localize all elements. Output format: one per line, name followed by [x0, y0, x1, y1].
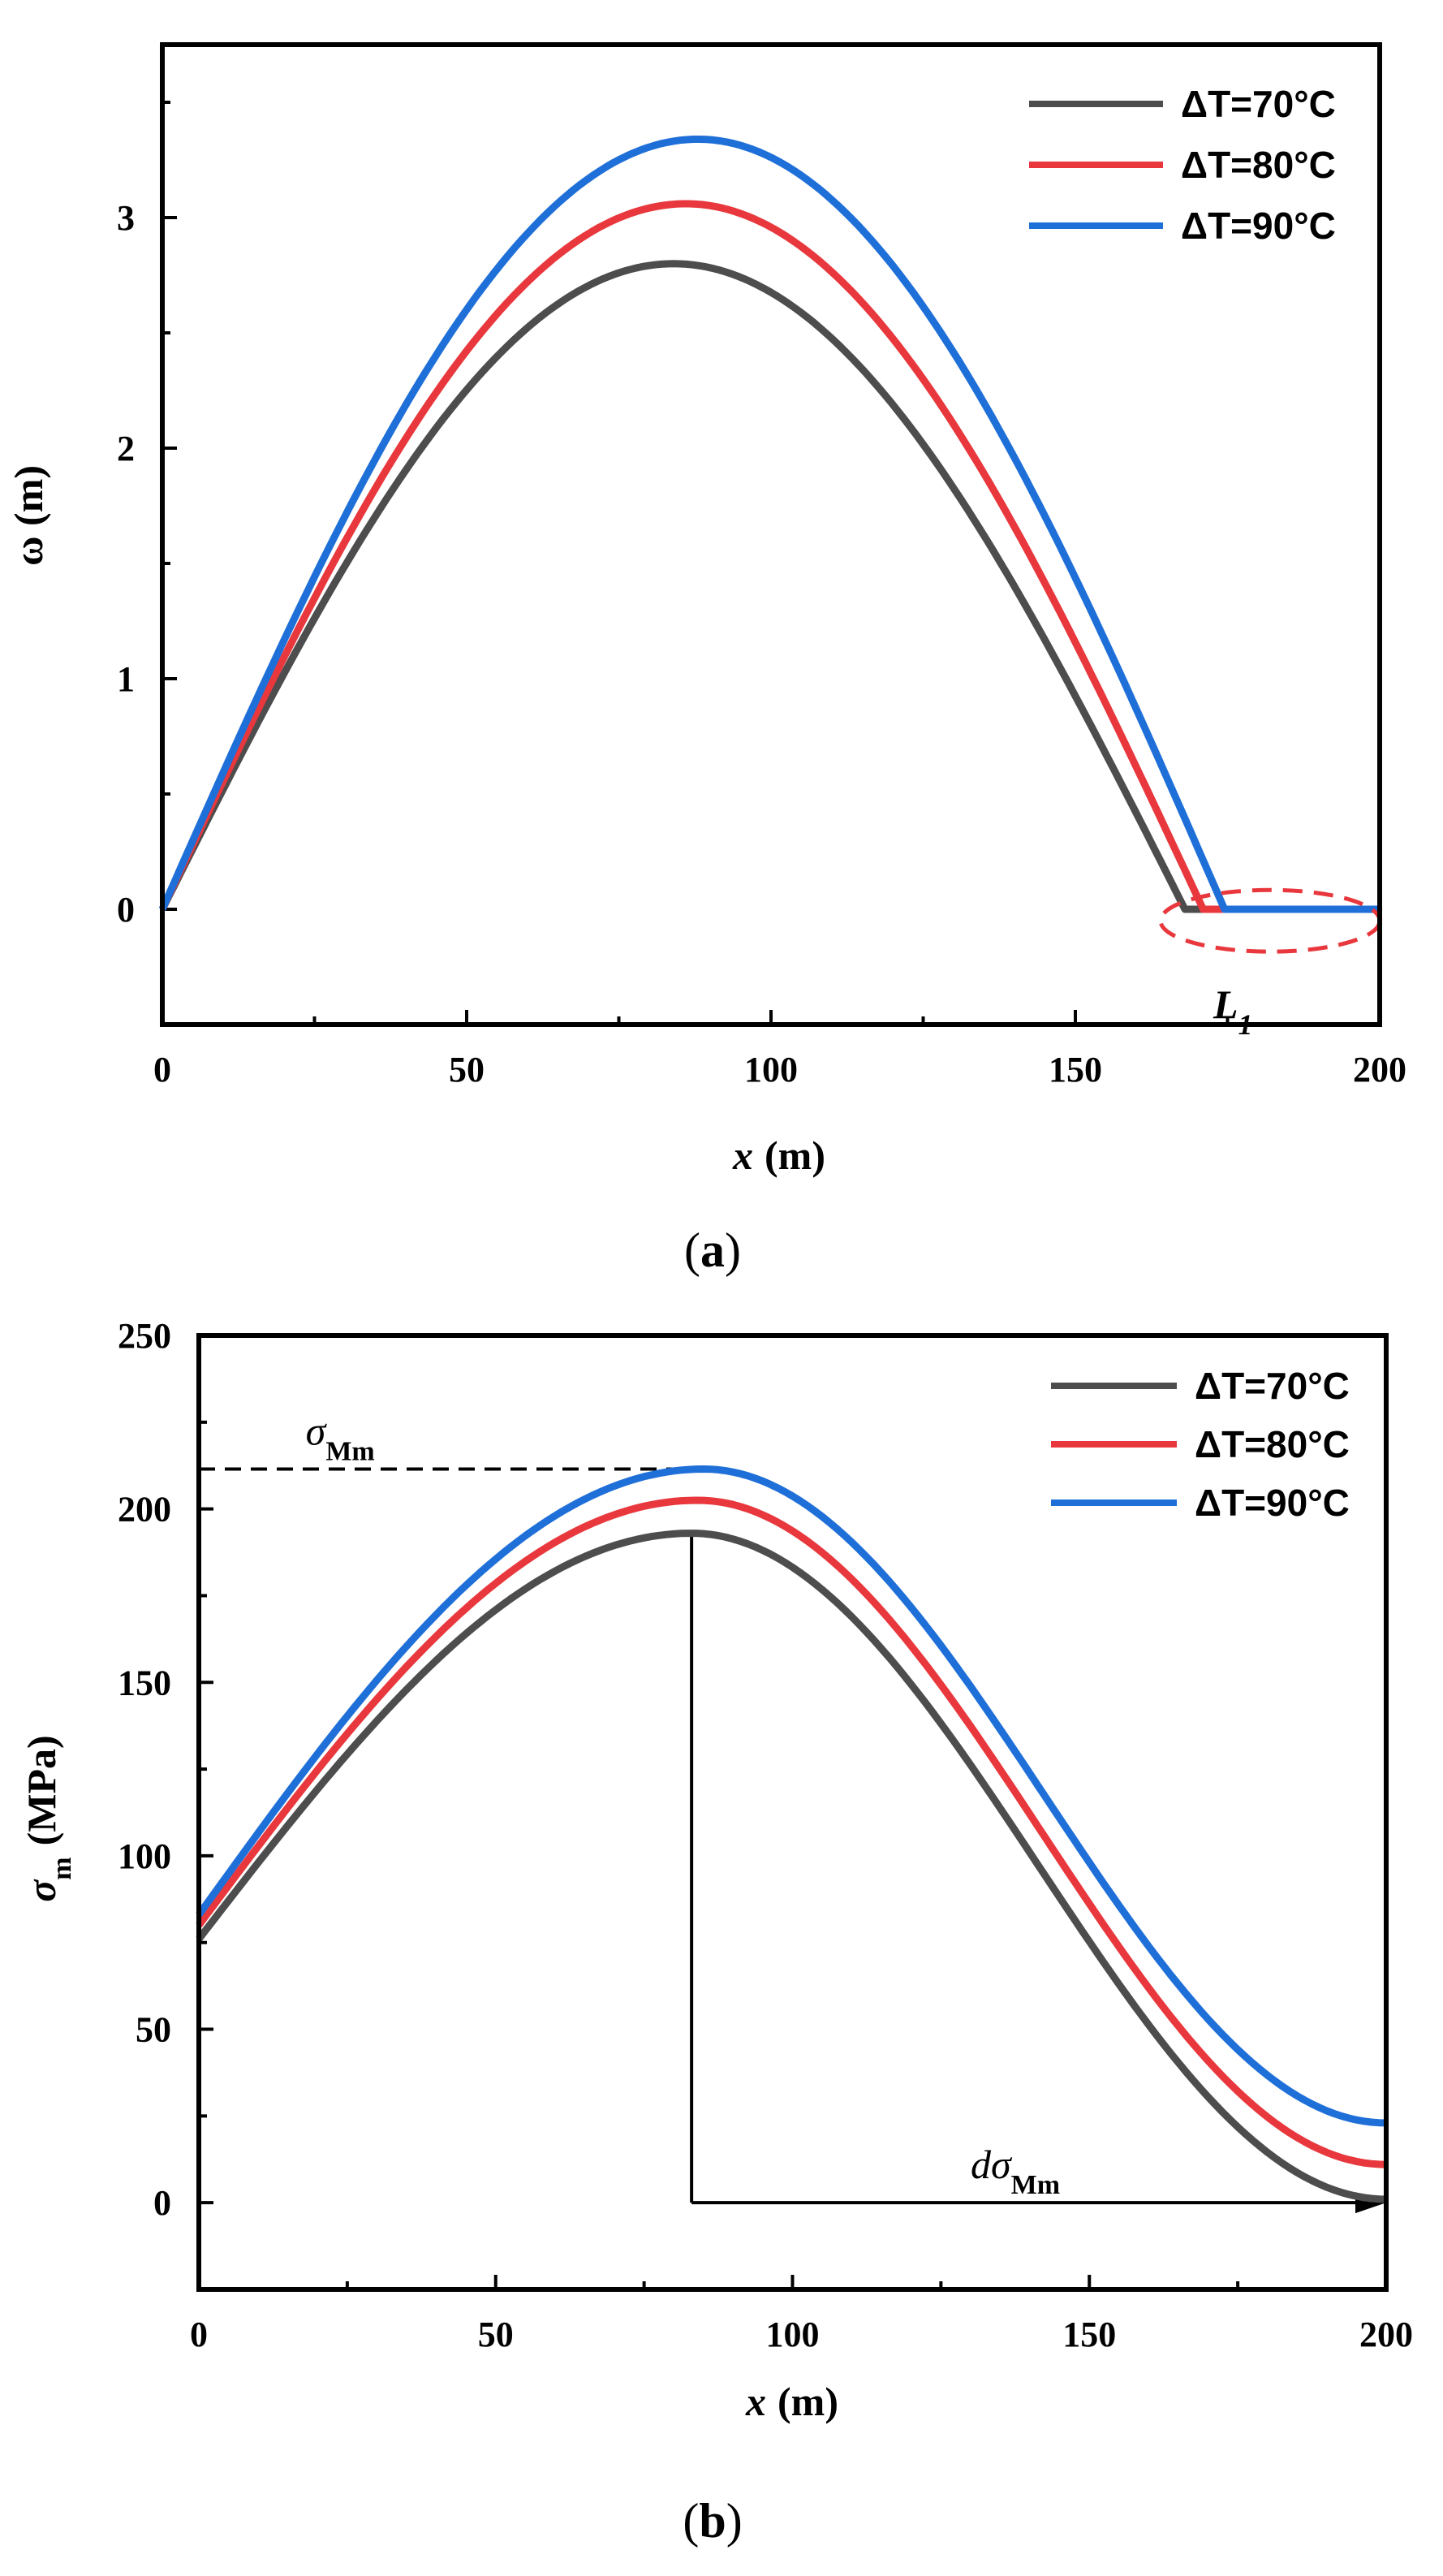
legend-label: ΔT=80°C	[1195, 1423, 1350, 1465]
chart-a-x-axis-unit: (m)	[765, 1133, 825, 1178]
legend-label: ΔT=90°C	[1181, 205, 1336, 247]
legend-label: ΔT=70°C	[1181, 83, 1336, 125]
chart-a-legend: ΔT=70°C ΔT=80°C ΔT=90°C	[1029, 83, 1336, 247]
chart-b-tick-labels: 0 50 100 150 200 0 50 100 150 200 250	[118, 1316, 1413, 2354]
legend-label: ΔT=70°C	[1195, 1365, 1350, 1407]
chart-b: 0 50 100 150 200 0 50 100 150 200 250 σMm dσMm ΔT=7…	[19, 1316, 1413, 2548]
x-tick-label: 0	[153, 1050, 171, 1090]
legend-label: ΔT=80°C	[1181, 144, 1336, 186]
series-line	[158, 200, 1380, 913]
y-tick-label: 100	[118, 1836, 171, 1876]
l1-label: L1	[1213, 982, 1253, 1041]
panel-label-a: (a)	[684, 1223, 741, 1277]
x-tick-label: 100	[744, 1050, 798, 1090]
chart-b-annotations: σMm dσMm	[306, 1409, 1060, 2200]
x-tick-label: 150	[1062, 2315, 1116, 2354]
d-sigma-mm-label: dσMm	[971, 2142, 1060, 2200]
x-tick-label: 50	[449, 1050, 485, 1090]
x-tick-label: 100	[766, 2315, 820, 2354]
y-tick-label: 200	[118, 1490, 171, 1530]
series-line	[158, 260, 1380, 913]
chart-a-series	[158, 136, 1380, 913]
l1-region-ellipse	[1158, 887, 1382, 954]
x-tick-label: 0	[190, 2315, 208, 2354]
chart-b-annotation-lines	[199, 1467, 1386, 2214]
y-tick-label: 1	[117, 659, 135, 699]
y-tick-label: 150	[118, 1663, 171, 1702]
y-tick-label: 0	[153, 2183, 171, 2223]
y-tick-label: 2	[117, 429, 135, 468]
chart-b-legend: ΔT=70°C ΔT=80°C ΔT=90°C	[1051, 1365, 1350, 1524]
series-line	[196, 1496, 1387, 2168]
chart-b-plot-frame	[196, 1333, 1389, 2292]
series-line	[196, 1465, 1387, 2127]
chart-a-x-axis-var: x	[732, 1133, 753, 1178]
y-tick-label: 250	[118, 1316, 171, 1356]
x-tick-label: 150	[1049, 1050, 1102, 1090]
chart-b-y-axis-label: σm(MPa)	[19, 1735, 77, 1901]
chart-a: 0 50 100 150 200 0 1 2 3 L1 ΔT=70°C ΔT=80°C ΔT=90°…	[6, 42, 1406, 1277]
x-tick-label: 50	[478, 2315, 514, 2354]
chart-b-x-axis-label: x (m)	[745, 2379, 838, 2424]
chart-a-plot-frame	[160, 42, 1382, 1027]
chart-a-tick-labels: 0 50 100 150 200 0 1 2 3	[117, 198, 1406, 1090]
chart-b-x-axis-unit: (m)	[777, 2379, 838, 2424]
chart-a-y-axis-label: ω (m)	[6, 465, 51, 566]
series-line	[196, 1530, 1387, 2203]
y-tick-label: 0	[117, 890, 135, 930]
panel-label-b: (b)	[683, 2494, 742, 2548]
sigma-mm-label: σMm	[306, 1409, 375, 1467]
y-tick-label: 50	[136, 2010, 171, 2050]
x-tick-label: 200	[1359, 2315, 1413, 2354]
legend-label: ΔT=90°C	[1195, 1482, 1350, 1524]
chart-b-x-axis-var: x	[745, 2379, 766, 2424]
y-tick-label: 3	[117, 198, 135, 238]
chart-a-x-axis-label: x (m)	[732, 1133, 825, 1178]
series-line	[158, 136, 1380, 913]
chart-b-ticks	[197, 1334, 1388, 2291]
chart-b-series	[196, 1465, 1387, 2203]
x-tick-label: 200	[1353, 1050, 1406, 1090]
